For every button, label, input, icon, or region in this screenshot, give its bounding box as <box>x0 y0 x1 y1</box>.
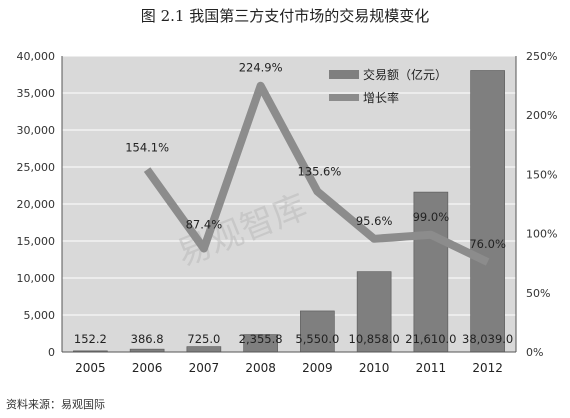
growth-value-label: 135.6% <box>297 164 341 178</box>
growth-value-label: 76.0% <box>469 237 506 251</box>
growth-value-labels: 154.1% 87.4% 224.9% 135.6% 95.6% 99.0% 76.0% <box>125 61 506 251</box>
right-tick-label: 0% <box>526 346 543 359</box>
bar-value-label: 152.2 <box>74 332 107 346</box>
bar-value-label: 38,039.0 <box>462 332 513 346</box>
x-tick-label: 2008 <box>245 361 276 375</box>
left-tick-label: 30,000 <box>17 124 56 137</box>
bar-value-labels: 152.2 386.8 725.0 2,355.8 5,550.0 10,858.0 21,… <box>74 332 513 346</box>
legend: 交易额（亿元） 增长率 <box>329 67 447 105</box>
left-y-axis: 0 5,000 10,000 15,000 20,000 25,000 30,000 35,0… <box>17 50 63 359</box>
source-note: 资料来源：易观国际 <box>6 398 105 411</box>
bar-value-label: 5,550.0 <box>295 332 339 346</box>
bar <box>300 310 335 353</box>
legend-bar-label: 交易额（亿元） <box>363 67 447 82</box>
left-tick-label: 0 <box>48 346 55 359</box>
left-tick-label: 25,000 <box>17 161 56 174</box>
x-tick-label: 2009 <box>302 361 333 375</box>
bar-series <box>73 70 505 353</box>
x-tick-label: 2005 <box>75 361 106 375</box>
left-tick-label: 10,000 <box>17 272 56 285</box>
growth-value-label: 95.6% <box>356 214 393 228</box>
right-tick-label: 50% <box>526 287 550 300</box>
growth-value-label: 224.9% <box>239 61 283 75</box>
bar-value-label: 10,858.0 <box>349 332 400 346</box>
x-tick-label: 2010 <box>359 361 390 375</box>
bar <box>356 271 392 353</box>
right-y-axis: 0% 50% 100% 150% 200% 250% <box>515 50 557 359</box>
x-tick-label: 2007 <box>189 361 220 375</box>
legend-bar-swatch <box>329 70 359 79</box>
x-tick-label: 2012 <box>472 361 503 375</box>
bar-value-label: 21,610.0 <box>405 332 456 346</box>
bar <box>470 70 505 353</box>
left-tick-label: 15,000 <box>17 235 56 248</box>
right-tick-label: 200% <box>526 109 557 122</box>
legend-line-label: 增长率 <box>363 90 399 105</box>
right-tick-label: 150% <box>526 168 557 181</box>
left-tick-label: 35,000 <box>17 87 56 100</box>
x-tick-label: 2006 <box>132 361 163 375</box>
x-axis: 2005 2006 2007 2008 2009 2010 2011 2012 <box>62 351 516 375</box>
figure-title: 图 2.1 我国第三方支付市场的交易规模变化 <box>140 7 430 25</box>
left-tick-label: 5,000 <box>24 309 56 322</box>
left-tick-label: 40,000 <box>17 50 56 63</box>
right-tick-label: 250% <box>526 50 557 63</box>
bar-value-label: 2,355.8 <box>239 332 283 346</box>
growth-line-series <box>143 81 490 266</box>
growth-line <box>143 81 490 266</box>
growth-value-label: 154.1% <box>125 141 169 155</box>
left-tick-label: 20,000 <box>17 198 56 211</box>
growth-value-label: 99.0% <box>413 210 450 224</box>
bar-value-label: 725.0 <box>187 332 220 346</box>
growth-value-label: 87.4% <box>186 218 223 232</box>
x-tick-label: 2011 <box>416 361 447 375</box>
right-tick-label: 100% <box>526 228 557 241</box>
bar <box>186 346 222 353</box>
legend-line-swatch <box>329 94 359 101</box>
bar-value-label: 386.8 <box>131 332 164 346</box>
